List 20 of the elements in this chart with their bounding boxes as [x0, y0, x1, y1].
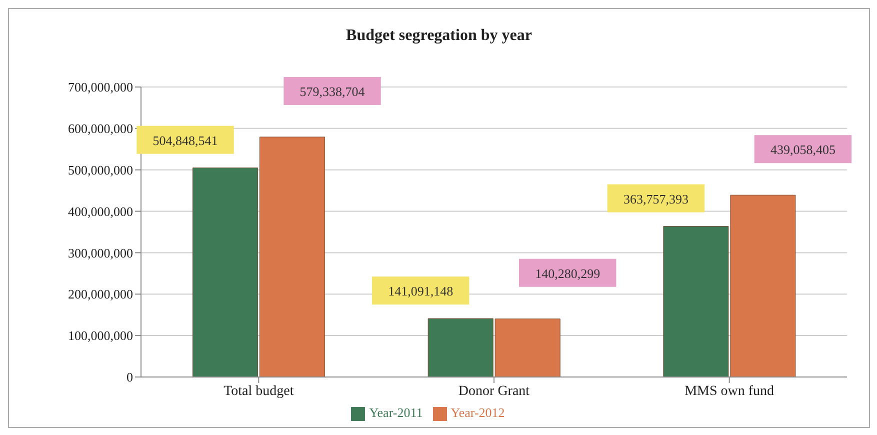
data-label: 579,338,704 [300, 84, 366, 99]
y-tick-label: 600,000,000 [68, 121, 133, 136]
y-tick-label: 400,000,000 [68, 204, 133, 219]
legend-label: Year-2012 [450, 404, 505, 420]
y-tick-label: 700,000,000 [68, 80, 133, 95]
data-label: 363,757,393 [623, 191, 688, 206]
y-tick-label: 100,000,000 [68, 328, 133, 344]
y-tick-label: 500,000,000 [68, 162, 133, 178]
y-tick-label: 300,000,000 [68, 245, 133, 260]
y-tick-label: 0 [126, 370, 133, 385]
x-tick-label: Total budget [224, 384, 294, 399]
data-label: 504,848,541 [152, 132, 218, 148]
legend-label: Year-2011 [369, 404, 423, 420]
x-tick-label: Donor Grant [458, 384, 530, 399]
data-label: 439,058,405 [770, 142, 836, 158]
x-tick-label: MMS own fund [684, 384, 774, 399]
chart-title: Budget segregation by year [345, 26, 533, 46]
y-tick-label: 200,000,000 [68, 286, 133, 302]
data-label: 140,280,299 [535, 266, 600, 281]
data-label: 141,091,148 [388, 284, 454, 299]
